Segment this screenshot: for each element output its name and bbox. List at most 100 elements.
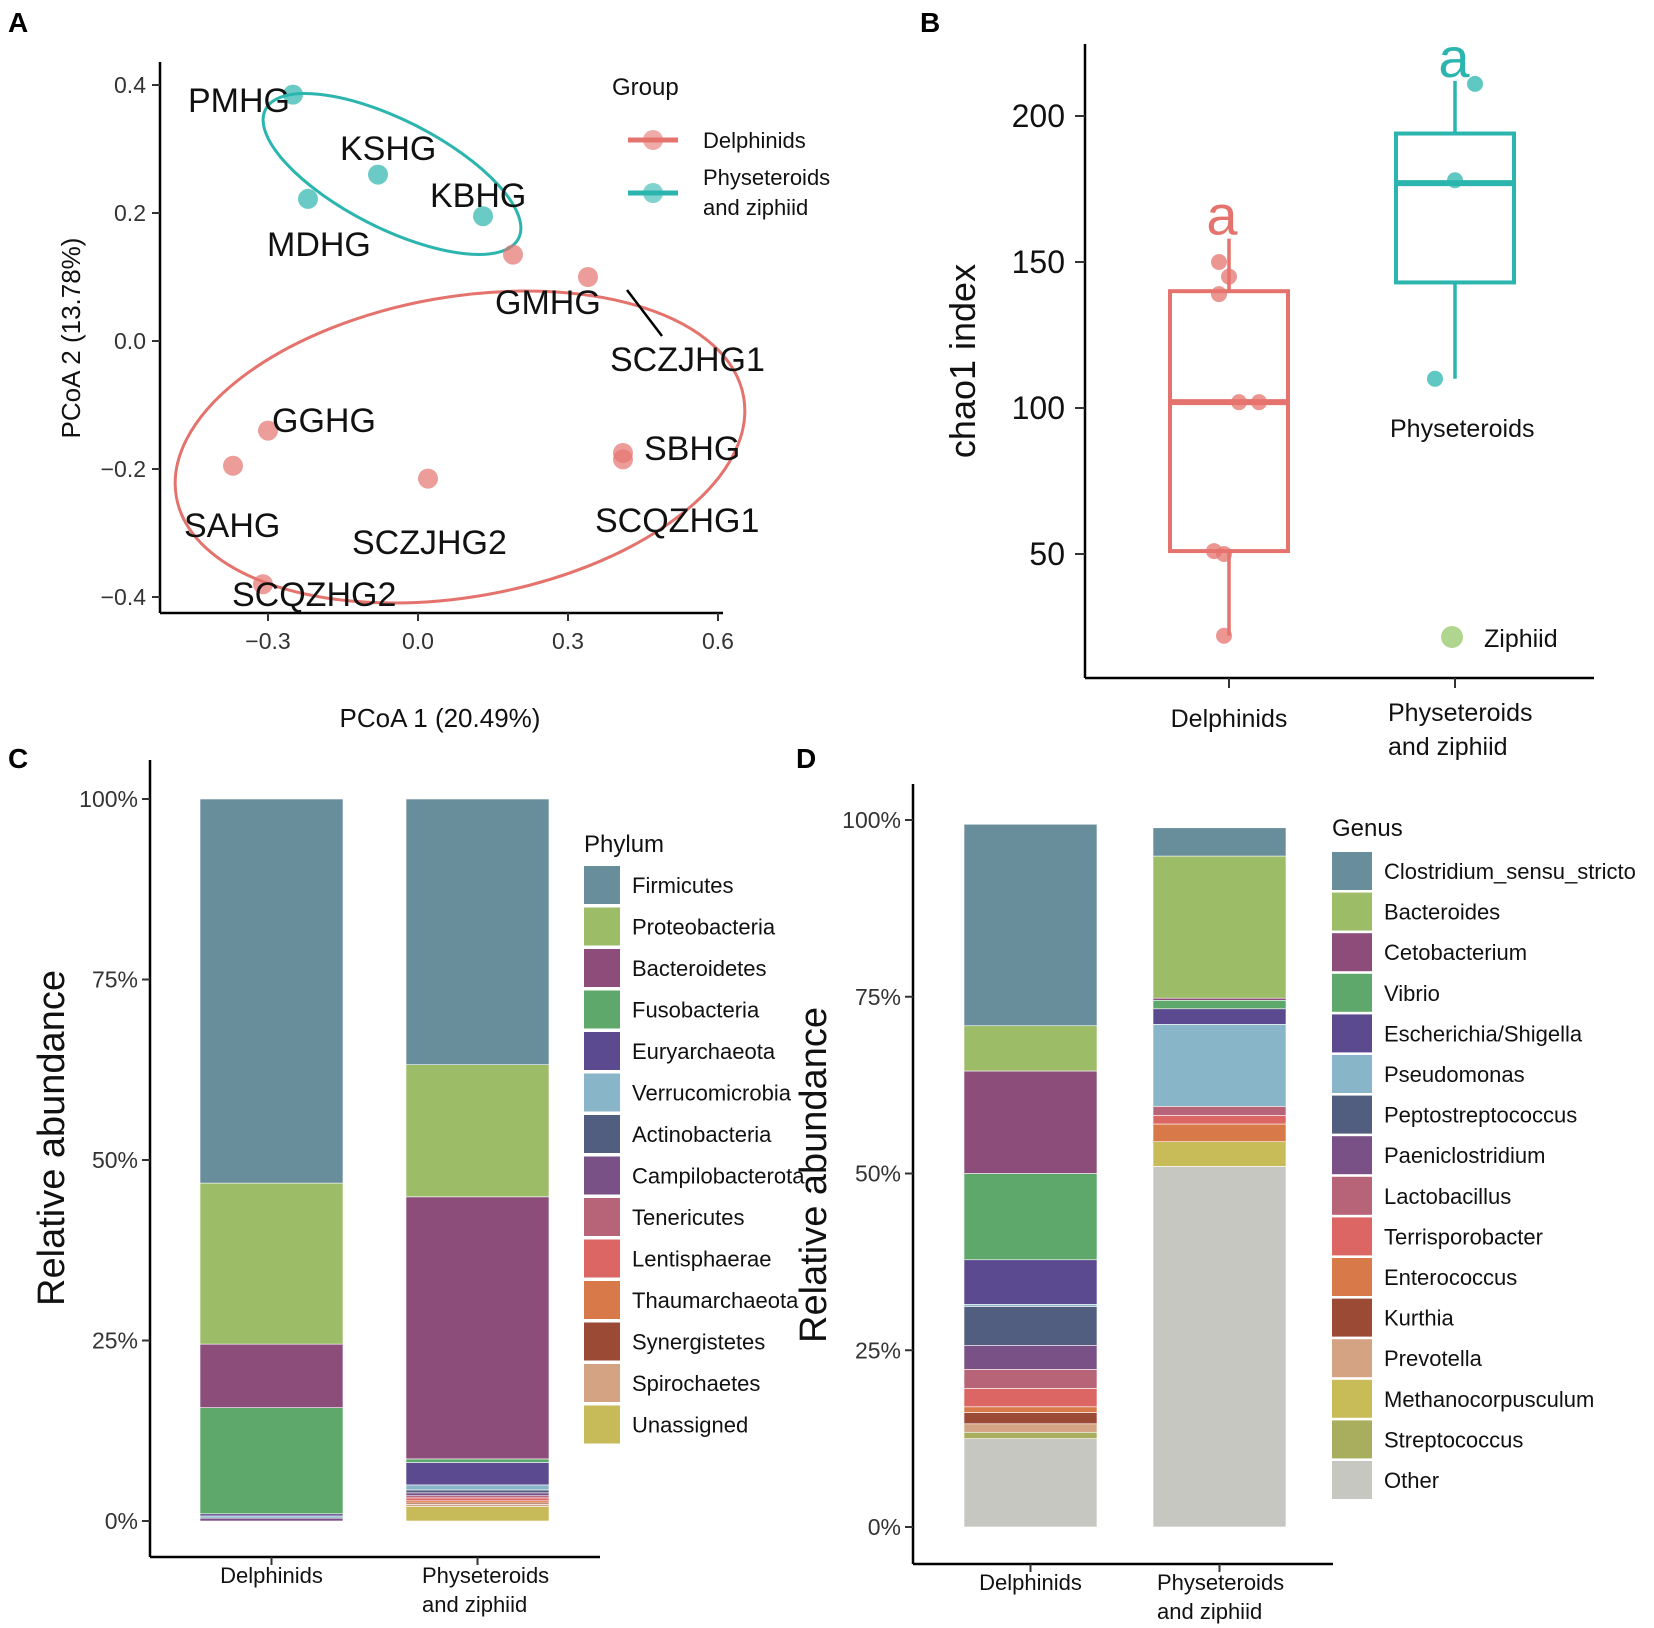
legend-title: Group (612, 74, 679, 101)
panel-letter-b: B (920, 7, 940, 38)
x-tick-label: −0.3 (245, 628, 290, 654)
bar-segment-firmicutes (199, 798, 344, 1184)
bar-segment-thaumarchaeota (405, 1500, 550, 1504)
bar-segment-bacteroidetes (405, 1196, 550, 1460)
legend-label-bacteroides: Bacteroides (1384, 900, 1500, 925)
x-category-label-physeteroids-and-ziphiid: and ziphiid (422, 1592, 527, 1617)
x-category-label-delphinids: Delphinids (1171, 705, 1288, 733)
legend-swatch-proteobacteria (584, 907, 620, 946)
point-label-gghg: GGHG (272, 402, 376, 440)
y-tick-label: 75% (92, 967, 138, 993)
jitter-point-delphinids (1251, 394, 1267, 411)
legend-label-tenericutes: Tenericutes (632, 1205, 745, 1230)
y-tick-label: 100 (1012, 390, 1065, 426)
legend-key-point-delphinids (643, 130, 663, 150)
point-label-scqzhg1: SCQZHG1 (595, 502, 759, 540)
legend-swatch-spirochaetes (584, 1364, 620, 1402)
y-tick-label: 50% (92, 1147, 138, 1173)
bar-segment-bacteroides (963, 1025, 1098, 1072)
legend-label-escherichia-shigella: Escherichia/Shigella (1384, 1021, 1583, 1046)
genus-stacked-bar-panel: 0% 25% 50% 75% 100% Relative abundance Delphin… (793, 784, 1636, 1624)
legend-label-unassigned: Unassigned (632, 1413, 748, 1438)
y-axis-title: PCoA 2 (13.78%) (56, 238, 86, 439)
legend-label-terrisporobacter: Terrisporobacter (1384, 1224, 1543, 1249)
bar-segment-terrisporobacter (1152, 1115, 1287, 1125)
x-axis-title: PCoA 1 (20.49%) (340, 703, 541, 733)
bar-segment-tenericutes (405, 1495, 550, 1499)
point-label-gmhg: GMHG (495, 284, 601, 322)
pcoa-scatter-panel: −0.3 0.0 0.3 0.6 −0.4 −0.2 0.0 0.2 0.4 PCoA 1 (20… (56, 62, 830, 733)
point-sahg (223, 455, 243, 476)
bar-segment-euryarchaeota (405, 1462, 550, 1486)
legend-swatch-euryarchaeota (584, 1032, 620, 1070)
bar-segment-vibrio (1152, 999, 1287, 1010)
ellipse-delphinids (173, 289, 747, 605)
point-kbhg (473, 206, 493, 227)
phylum-stacked-bar-panel: 0% 25% 50% 75% 100% Relative abundance Delphin… (31, 760, 805, 1617)
bar-segment-firmicutes (405, 798, 550, 1065)
legend-label-enterococcus: Enterococcus (1384, 1265, 1517, 1290)
point-label-scqzhg2: SCQZHG2 (232, 576, 396, 614)
legend-swatch-tenericutes (584, 1198, 620, 1236)
point-kshg (368, 164, 388, 185)
bar-segment-cetobacterium (1152, 997, 1287, 1001)
bar-segment-enterococcus (963, 1406, 1098, 1413)
bar-segment-clostridium-sensu-stricto (1152, 827, 1287, 857)
bar-segment-clostridium-sensu-stricto (963, 823, 1098, 1027)
legend-label-verrucomicrobia: Verrucomicrobia (632, 1081, 792, 1106)
bar-segment-cetobacterium (963, 1070, 1098, 1174)
box-delphinids (1168, 289, 1290, 554)
legend-swatch-other (1332, 1461, 1372, 1499)
legend-label-fusobacteria: Fusobacteria (632, 998, 760, 1023)
y-tick-label: 0.2 (114, 200, 146, 226)
legend-label-campilobacterota: Campilobacterota (632, 1164, 805, 1189)
bar-segment-enterococcus (1152, 1123, 1287, 1142)
chao1-boxplot-panel: 50 100 150 200 chao1 index Delphinids Physeter… (942, 26, 1594, 761)
point-gmhg (503, 244, 523, 265)
x-tick-label: 0.3 (552, 628, 584, 654)
y-tick-label: 50 (1029, 536, 1065, 572)
point-label-kbhg: KBHG (430, 177, 526, 215)
jitter-point-delphinids (1216, 546, 1232, 562)
point-label-sczjhg1: SCZJHG1 (610, 341, 765, 379)
y-axis-title: Relative abundance (31, 970, 73, 1306)
legend-swatch-verrucomicrobia (584, 1073, 620, 1112)
x-category-label-physeteroids-and-ziphiid: and ziphiid (1157, 1599, 1262, 1624)
point-mdhg (298, 188, 318, 209)
legend-key-ziphiid (1441, 626, 1463, 648)
legend-label-synergistetes: Synergistetes (632, 1330, 765, 1355)
legend-swatch-campilobacterota (584, 1156, 620, 1195)
bar-segment-bacteroides (1152, 855, 1287, 999)
legend-label-prevotella: Prevotella (1384, 1346, 1483, 1371)
y-tick-label: 75% (855, 984, 901, 1010)
x-category-label-delphinids: Delphinids (979, 1570, 1082, 1595)
jitter-point-delphinids (1211, 254, 1227, 270)
legend-swatch-actinobacteria (584, 1115, 620, 1153)
point-pmhg (283, 84, 303, 105)
jitter-point-delphinids (1216, 627, 1232, 644)
bar-segment-lentisphaerae (405, 1497, 550, 1502)
legend-label-clostridium-sensu-stricto: Clostridium_sensu_stricto (1384, 859, 1636, 884)
legend-swatch-pseudomonas (1332, 1055, 1372, 1093)
jitter-point-physeteroids-and-ziphiid (1467, 75, 1483, 92)
legend-swatch-peptostreptococcus (1332, 1095, 1372, 1134)
legend-swatch-paeniclostridium (1332, 1136, 1372, 1175)
bar-segment-lactobacillus (963, 1369, 1098, 1389)
jitter-point-physeteroids-and-ziphiid (1427, 370, 1443, 387)
bar-segment-verrucomicrobia (405, 1484, 550, 1491)
bar-segment-euryarchaeota (199, 1513, 344, 1517)
bar-segment-terrisporobacter (963, 1388, 1098, 1408)
annotation-physeteroids: Physeteroids (1390, 415, 1535, 443)
bar-segment-other (1152, 1166, 1287, 1528)
legend-label-methanocorpusculum: Methanocorpusculum (1384, 1387, 1594, 1412)
y-tick-label: 25% (92, 1328, 138, 1354)
legend-key-point-physeteroids-and-ziphiid (643, 183, 663, 203)
legend-swatch-bacteroidetes (584, 949, 620, 987)
bar-segment-vibrio (963, 1173, 1098, 1261)
y-tick-label: 0.0 (114, 328, 146, 354)
bar-segment-pseudomonas (1152, 1024, 1287, 1107)
point-label-pmhg: PMHG (188, 82, 290, 120)
y-tick-label: 0% (868, 1514, 901, 1540)
box-physeteroids-and-ziphiid (1394, 131, 1516, 285)
point-label-sbhg: SBHG (644, 430, 740, 468)
